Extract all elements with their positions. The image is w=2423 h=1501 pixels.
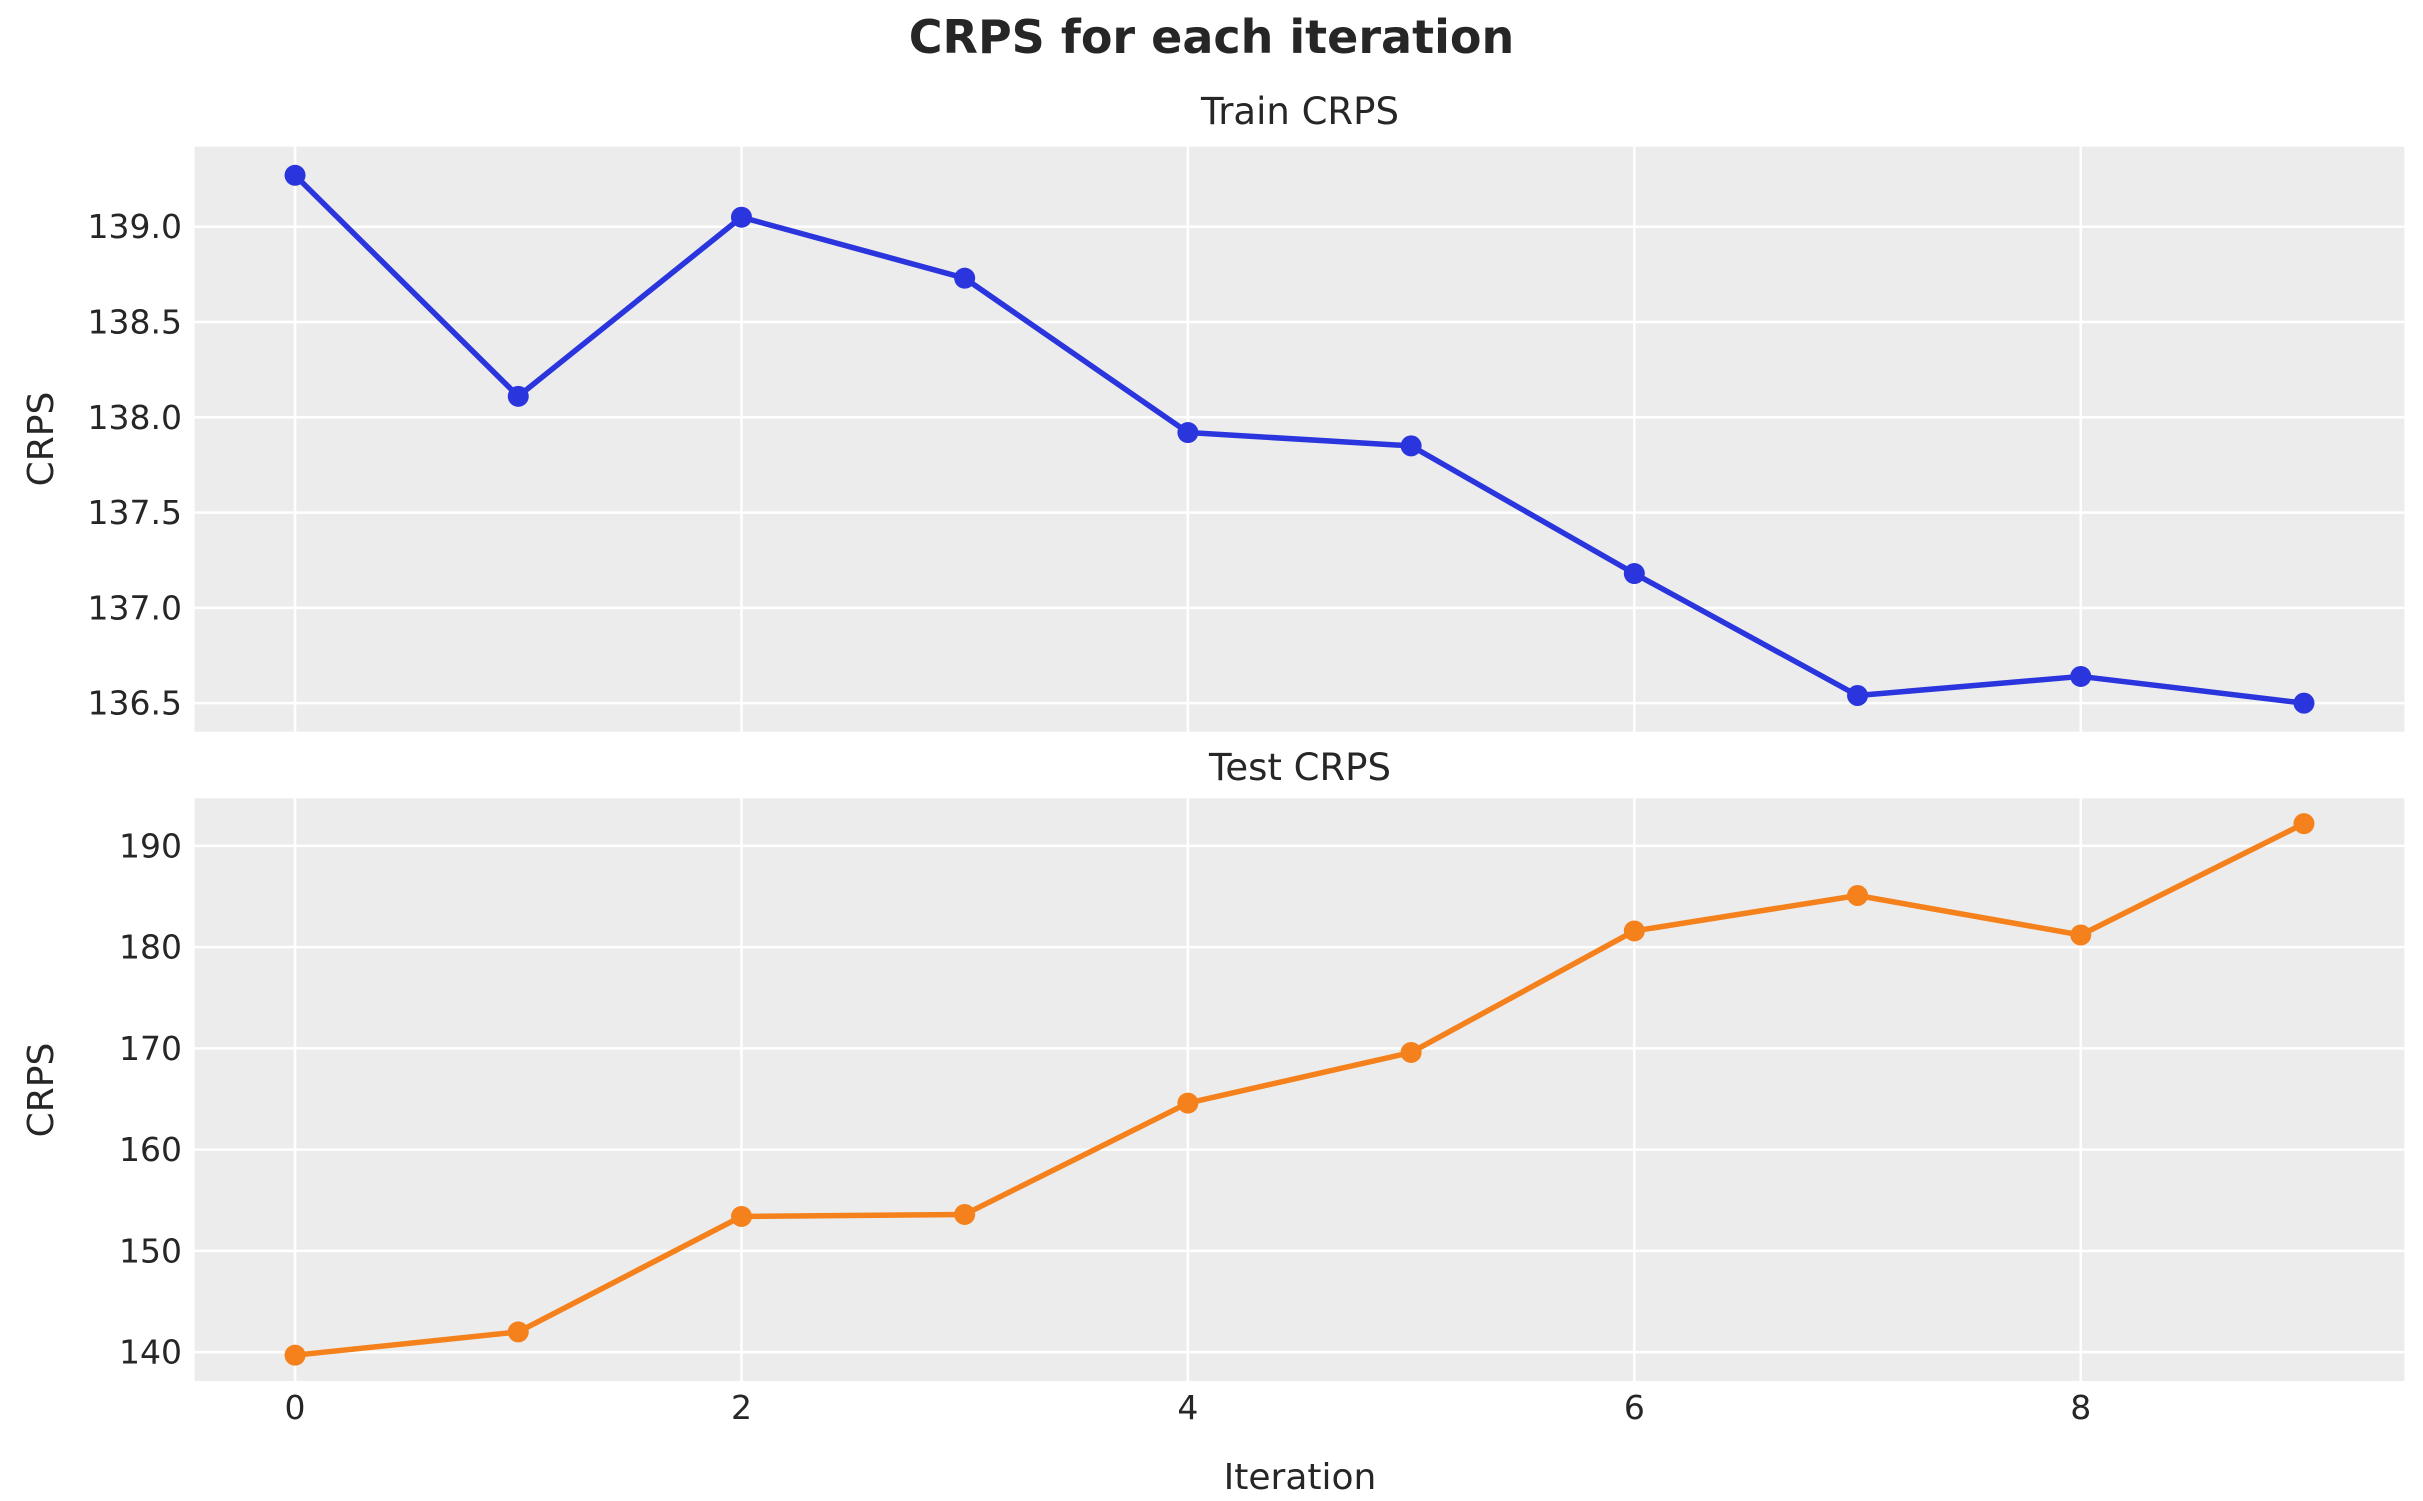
x-axis-label: Iteration — [1223, 1457, 1377, 1498]
y-tick-label: 139.0 — [88, 207, 182, 246]
data-point — [1623, 920, 1645, 942]
y-tick-label: 170 — [119, 1029, 182, 1068]
x-tick-label: 8 — [2070, 1388, 2091, 1427]
y-tick-label: 140 — [119, 1333, 182, 1372]
x-tick-label: 0 — [285, 1388, 306, 1427]
data-point — [1177, 1092, 1199, 1114]
data-point — [2293, 692, 2315, 714]
y-tick-label: 137.0 — [88, 588, 182, 627]
data-point — [730, 1205, 752, 1227]
data-point — [2070, 665, 2092, 687]
data-point — [954, 267, 976, 289]
y-tick-label: 150 — [119, 1231, 182, 1270]
data-point — [1847, 684, 1869, 706]
x-tick-label: 4 — [1177, 1388, 1198, 1427]
data-line — [292, 172, 2307, 706]
x-tick-label: 6 — [1624, 1388, 1645, 1427]
data-line — [292, 820, 2307, 1358]
figure-title: CRPS for each iteration — [908, 10, 1515, 64]
data-point — [1847, 885, 1869, 907]
test-subplot-title: Test CRPS — [1209, 746, 1391, 789]
test-y-axis-label: CRPS — [21, 1042, 62, 1138]
y-tick-label: 180 — [119, 928, 182, 967]
data-point — [2293, 813, 2315, 835]
y-tick-label: 160 — [119, 1130, 182, 1169]
train-subplot-title: Train CRPS — [1201, 90, 1399, 133]
data-point — [1400, 1041, 1422, 1063]
data-point — [730, 206, 752, 228]
data-point — [1400, 435, 1422, 457]
data-point — [507, 1321, 529, 1343]
data-point — [2070, 924, 2092, 946]
y-tick-label: 138.0 — [88, 398, 182, 437]
data-point — [284, 164, 306, 186]
data-point — [1623, 563, 1645, 585]
axes-background — [194, 798, 2405, 1381]
data-point — [284, 1344, 306, 1366]
data-point — [507, 385, 529, 407]
data-point — [954, 1203, 976, 1225]
x-tick-label: 2 — [731, 1388, 752, 1427]
y-tick-label: 136.5 — [88, 684, 182, 723]
y-tick-label: 137.5 — [88, 493, 182, 532]
train-y-axis-label: CRPS — [21, 391, 62, 487]
y-tick-label: 138.5 — [88, 303, 182, 342]
y-tick-label: 190 — [119, 826, 182, 865]
data-point — [1177, 422, 1199, 444]
